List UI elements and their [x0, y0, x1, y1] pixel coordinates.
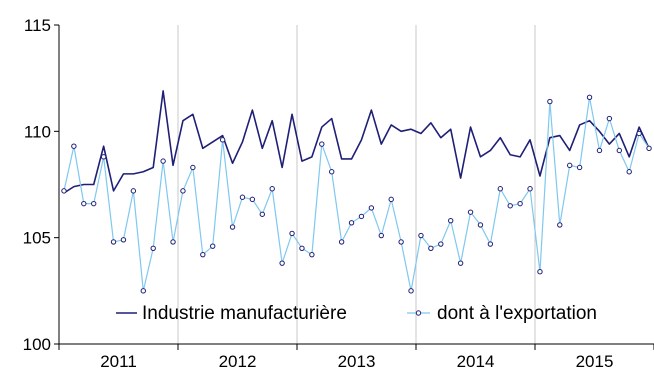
data-point — [140, 288, 146, 294]
y-tick-label: 105 — [23, 229, 51, 248]
data-point — [418, 232, 424, 239]
data-point — [487, 241, 494, 247]
legend-label-export: dont à l'exportation — [437, 303, 597, 324]
data-point — [547, 98, 553, 105]
data-point — [259, 211, 265, 217]
legend-marker-export — [415, 310, 422, 316]
data-point — [61, 188, 67, 194]
series-line-manufacturing — [63, 90, 650, 194]
data-point — [586, 94, 593, 101]
data-point — [616, 147, 622, 154]
data-point — [646, 145, 652, 152]
legend-label-manufacturing: Industrie manufacturière — [142, 303, 347, 324]
data-point — [319, 141, 325, 147]
data-point — [636, 130, 642, 137]
data-point — [91, 200, 97, 207]
data-point — [150, 245, 156, 252]
data-point — [190, 164, 196, 171]
data-point — [477, 222, 484, 228]
series-group — [61, 90, 652, 294]
data-point — [71, 143, 77, 149]
data-point — [378, 232, 384, 239]
data-point — [120, 237, 127, 243]
data-point — [606, 115, 613, 122]
data-point — [299, 245, 305, 252]
data-point — [358, 213, 365, 220]
data-point — [596, 147, 603, 154]
data-point — [180, 188, 186, 194]
data-point — [448, 217, 454, 224]
data-point — [110, 239, 117, 245]
data-point — [507, 203, 513, 209]
data-point — [398, 239, 404, 245]
tick-labels: 100 105 110 115 2011 2012 2013 2014 2015 — [23, 16, 614, 371]
data-point — [576, 164, 583, 171]
data-point — [229, 224, 236, 230]
x-tick-label: 2014 — [457, 352, 495, 370]
data-point — [81, 200, 87, 207]
data-point — [517, 200, 523, 207]
data-point — [100, 154, 107, 160]
data-point — [130, 188, 137, 194]
y-tick-label: 100 — [23, 335, 51, 354]
y-tick-label: 110 — [24, 122, 51, 141]
data-point — [200, 251, 206, 258]
x-tick-label: 2012 — [219, 352, 257, 370]
data-point — [626, 169, 632, 175]
axes — [54, 24, 654, 350]
data-point — [527, 186, 533, 192]
grid-lines — [177, 25, 536, 344]
x-tick-label: 2013 — [338, 352, 376, 370]
data-point — [338, 239, 345, 245]
data-point — [210, 243, 216, 249]
data-point — [388, 196, 394, 203]
x-tick-label: 2015 — [576, 352, 614, 370]
data-point — [219, 137, 226, 143]
data-point — [467, 209, 474, 215]
data-point — [279, 260, 285, 266]
legend: Industrie manufacturière dont à l'exporta… — [116, 303, 597, 324]
data-point — [368, 205, 375, 211]
data-point — [309, 251, 315, 258]
data-point — [348, 220, 355, 226]
data-point — [170, 239, 176, 245]
x-tick-label: 2011 — [100, 352, 137, 370]
data-point — [249, 196, 256, 203]
data-point — [160, 158, 166, 164]
data-point — [289, 230, 295, 237]
data-point — [269, 186, 275, 192]
y-tick-label: 115 — [24, 16, 51, 35]
data-point — [428, 245, 434, 252]
data-point — [497, 186, 503, 192]
data-point — [329, 169, 335, 175]
data-point — [438, 241, 444, 247]
data-point — [567, 162, 573, 169]
data-point — [557, 222, 563, 228]
data-point — [537, 268, 543, 275]
data-point — [457, 260, 464, 266]
series-line-export — [63, 96, 650, 292]
data-point — [239, 194, 246, 200]
data-point — [408, 288, 414, 294]
